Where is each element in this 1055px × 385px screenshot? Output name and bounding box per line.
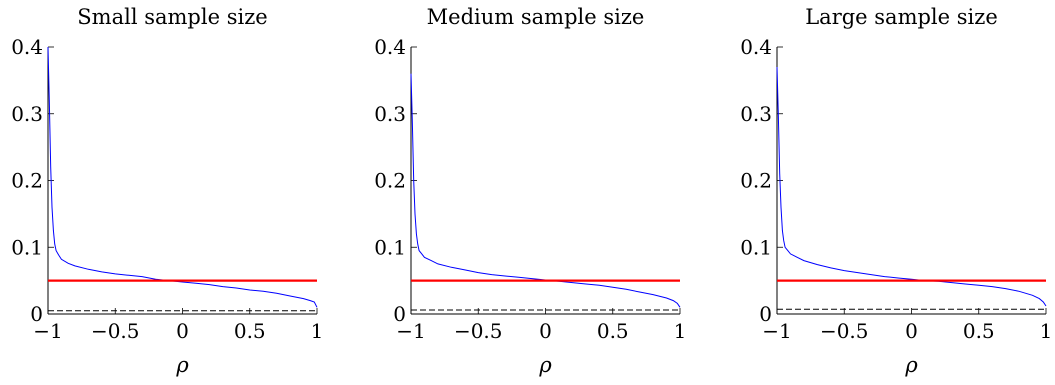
- x-axis-label: ρ: [538, 353, 552, 377]
- x-tick-label: 0.5: [963, 319, 995, 343]
- y-tick-label: 0.3: [374, 102, 406, 126]
- x-tick-label: 0.5: [234, 319, 266, 343]
- y-tick-label: 0.2: [11, 169, 43, 193]
- x-tick-label: 0: [176, 319, 189, 343]
- x-axis-label: ρ: [175, 353, 189, 377]
- x-tick-label: 1: [1040, 319, 1053, 343]
- y-tick-label: 0.1: [11, 235, 43, 259]
- x-tick-label: −1: [33, 319, 62, 343]
- chart-title: Small sample size: [77, 5, 267, 29]
- series-line-1: [47, 46, 318, 308]
- y-tick-label: 0.4: [11, 35, 43, 59]
- y-tick-label: 0.3: [740, 102, 772, 126]
- y-tick-label: 0.1: [740, 235, 772, 259]
- x-tick-label: −1: [762, 319, 791, 343]
- y-tick-label: 0.2: [740, 169, 772, 193]
- x-tick-label: 1: [311, 319, 324, 343]
- x-tick-label: 0.5: [597, 319, 629, 343]
- x-tick-label: 0: [905, 319, 918, 343]
- x-tick-label: −1: [396, 319, 425, 343]
- y-tick-label: 0.1: [374, 235, 406, 259]
- chart-panel-2: Medium sample size 0 0.1 0.2 0.3 0.4 −1 −0.5 0 0.…: [374, 5, 686, 377]
- x-tick-label: −0.5: [91, 319, 140, 343]
- y-tick-label: 0.4: [740, 35, 772, 59]
- y-tick-label: 0.3: [11, 102, 43, 126]
- series-line-1: [776, 66, 1047, 307]
- x-tick-label: −0.5: [820, 319, 869, 343]
- chart-title: Medium sample size: [427, 5, 645, 29]
- y-tick-label: 0.2: [374, 169, 406, 193]
- series-line-1: [410, 73, 681, 308]
- chart-panel-1: Small sample size 0 0.1 0.2 0.3 0.4 −1 −0.5 0 0.5…: [11, 5, 323, 377]
- x-tick-label: 1: [674, 319, 687, 343]
- x-tick-label: −0.5: [454, 319, 503, 343]
- y-tick-label: 0.4: [374, 35, 406, 59]
- chart-title: Large sample size: [805, 5, 998, 29]
- x-axis-label: ρ: [904, 353, 918, 377]
- y-tick-label: 0: [30, 302, 43, 326]
- y-tick-label: 0: [759, 302, 772, 326]
- y-tick-label: 0: [393, 302, 406, 326]
- x-tick-label: 0: [539, 319, 552, 343]
- chart-panel-3: Large sample size 0 0.1 0.2 0.3 0.4 −1 −0.5 0 0.5…: [740, 5, 1052, 377]
